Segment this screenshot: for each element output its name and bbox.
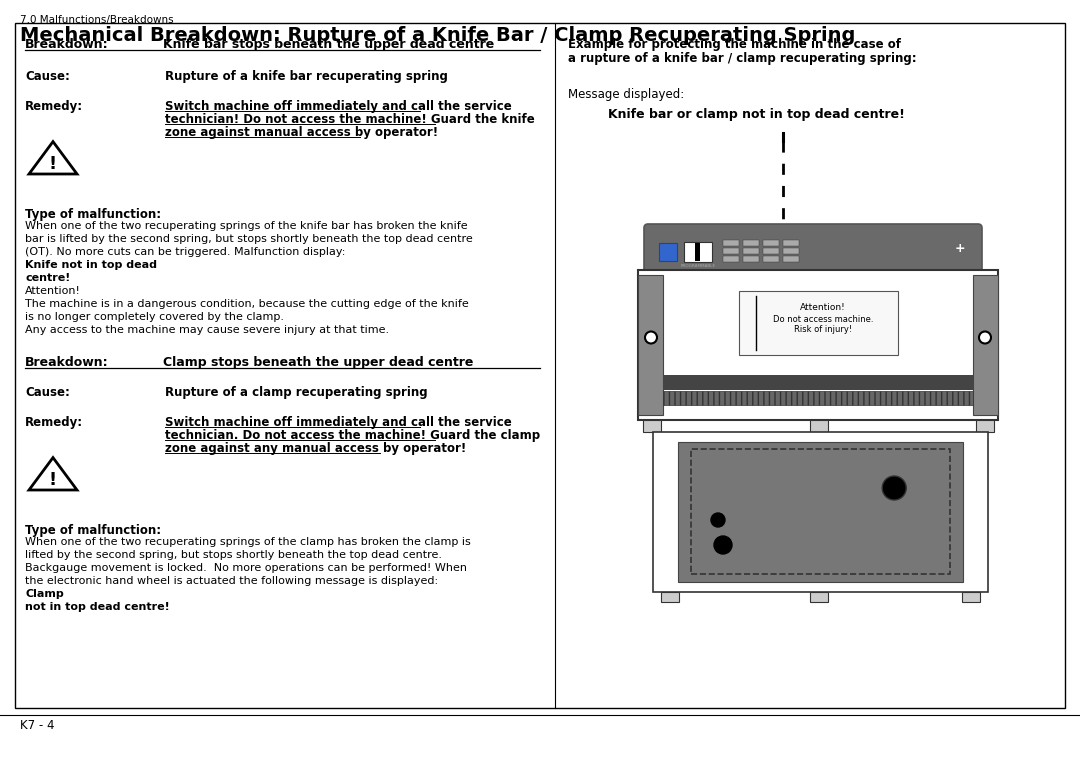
Bar — [743, 256, 759, 262]
Bar — [638, 275, 663, 415]
Circle shape — [645, 331, 657, 343]
Bar — [810, 592, 828, 602]
Text: the electronic hand wheel is actuated the following message is displayed:: the electronic hand wheel is actuated th… — [25, 576, 442, 586]
Text: Attention!: Attention! — [800, 302, 846, 311]
Bar — [743, 248, 759, 254]
Text: Remedy:: Remedy: — [25, 100, 83, 113]
Text: Clamp stops beneath the upper dead centre: Clamp stops beneath the upper dead centr… — [163, 356, 473, 369]
FancyBboxPatch shape — [659, 243, 677, 261]
Bar — [783, 240, 799, 246]
Text: !: ! — [49, 156, 57, 173]
Text: lifted by the second spring, but stops shortly beneath the top dead centre.: lifted by the second spring, but stops s… — [25, 550, 442, 560]
Circle shape — [882, 476, 906, 500]
Text: PROGRAMMABLE: PROGRAMMABLE — [680, 264, 716, 268]
Text: Risk of injury!: Risk of injury! — [794, 326, 852, 334]
FancyBboxPatch shape — [644, 224, 982, 274]
Text: zone against manual access by operator!: zone against manual access by operator! — [165, 126, 438, 139]
Bar — [810, 420, 828, 432]
Bar — [663, 391, 973, 405]
Bar — [643, 420, 661, 432]
Text: technician! Do not access the machine! Guard the knife: technician! Do not access the machine! G… — [165, 113, 535, 126]
Text: Cause:: Cause: — [25, 70, 70, 83]
Text: When one of the two recuperating springs of the clamp has broken the clamp is: When one of the two recuperating springs… — [25, 537, 471, 547]
Text: Mechanical Breakdown: Rupture of a Knife Bar / Clamp Recuperating Spring: Mechanical Breakdown: Rupture of a Knife… — [21, 26, 855, 45]
Text: Rupture of a knife bar recuperating spring: Rupture of a knife bar recuperating spri… — [165, 70, 448, 83]
Text: When one of the two recuperating springs of the knife bar has broken the knife: When one of the two recuperating springs… — [25, 221, 468, 231]
Text: Switch machine off immediately and call the service: Switch machine off immediately and call … — [165, 416, 512, 429]
Text: Breakdown:: Breakdown: — [25, 356, 109, 369]
Polygon shape — [29, 142, 77, 174]
Text: Knife bar or clamp not in top dead centre!: Knife bar or clamp not in top dead centr… — [608, 108, 905, 121]
Text: Any access to the machine may cause severe injury at that time.: Any access to the machine may cause seve… — [25, 325, 389, 335]
Text: Attention!: Attention! — [25, 286, 81, 296]
Bar — [973, 275, 998, 415]
Text: Type of malfunction:: Type of malfunction: — [25, 208, 161, 221]
Circle shape — [882, 476, 906, 500]
Text: zone against any manual access by operator!: zone against any manual access by operat… — [165, 442, 467, 455]
Bar — [723, 248, 739, 254]
Text: 7.0 Malfunctions/Breakdowns: 7.0 Malfunctions/Breakdowns — [21, 15, 174, 25]
Text: is no longer completely covered by the clamp.: is no longer completely covered by the c… — [25, 312, 284, 322]
Bar — [762, 256, 779, 262]
Text: (OT). No more cuts can be triggered. Malfunction display:: (OT). No more cuts can be triggered. Mal… — [25, 247, 349, 257]
Bar — [15, 23, 1065, 708]
Text: !: ! — [49, 472, 57, 489]
Bar — [743, 240, 759, 246]
Text: Backgauge movement is locked.  No more operations can be performed! When: Backgauge movement is locked. No more op… — [25, 563, 467, 573]
Text: not in top dead centre!: not in top dead centre! — [25, 602, 170, 612]
Bar — [962, 592, 980, 602]
Bar — [663, 375, 973, 390]
Bar — [723, 256, 739, 262]
Text: The machine is in a dangerous condition, because the cutting edge of the knife: The machine is in a dangerous condition,… — [25, 299, 469, 309]
Bar — [678, 442, 963, 582]
FancyBboxPatch shape — [739, 291, 897, 355]
Bar — [783, 248, 799, 254]
Bar — [696, 243, 700, 261]
Bar — [976, 420, 994, 432]
Text: Message displayed:: Message displayed: — [568, 88, 685, 101]
Circle shape — [711, 513, 725, 527]
Text: +: + — [955, 243, 966, 256]
Bar — [684, 242, 712, 262]
Text: Do not access machine.: Do not access machine. — [773, 314, 874, 324]
Polygon shape — [29, 458, 77, 490]
Text: K7 - 4: K7 - 4 — [21, 719, 54, 732]
Text: a rupture of a knife bar / clamp recuperating spring:: a rupture of a knife bar / clamp recuper… — [568, 52, 917, 65]
Text: technician. Do not access the machine! Guard the clamp: technician. Do not access the machine! G… — [165, 429, 540, 442]
Bar — [661, 592, 679, 602]
Bar — [653, 432, 988, 592]
Text: Knife bar stops beneath the upper dead centre: Knife bar stops beneath the upper dead c… — [163, 38, 495, 51]
Bar — [723, 240, 739, 246]
Text: Cause:: Cause: — [25, 386, 70, 399]
Bar — [638, 270, 998, 420]
Text: Example for protecting the machine in the case of: Example for protecting the machine in th… — [568, 38, 901, 51]
Text: Knife not in top dead: Knife not in top dead — [25, 260, 157, 270]
Bar — [691, 449, 950, 574]
Text: centre!: centre! — [25, 273, 70, 283]
Text: Type of malfunction:: Type of malfunction: — [25, 524, 161, 537]
Circle shape — [714, 536, 732, 554]
Text: Remedy:: Remedy: — [25, 416, 83, 429]
Bar — [783, 256, 799, 262]
Circle shape — [978, 331, 991, 343]
Text: Clamp: Clamp — [25, 589, 64, 599]
Bar — [762, 248, 779, 254]
Text: bar is lifted by the second spring, but stops shortly beneath the top dead centr: bar is lifted by the second spring, but … — [25, 234, 473, 244]
Bar — [762, 240, 779, 246]
Text: Rupture of a clamp recuperating spring: Rupture of a clamp recuperating spring — [165, 386, 428, 399]
Text: Breakdown:: Breakdown: — [25, 38, 109, 51]
Text: Switch machine off immediately and call the service: Switch machine off immediately and call … — [165, 100, 512, 113]
